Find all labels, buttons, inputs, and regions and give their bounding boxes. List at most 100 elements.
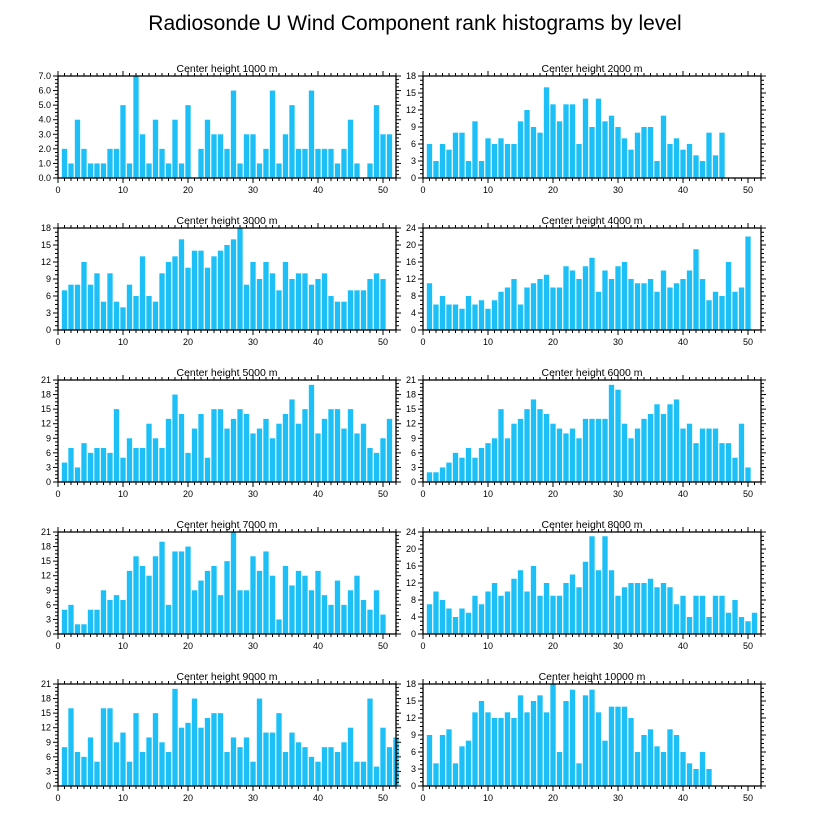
panels: Center height 1000 m 0.0 1.0 2.0 3.0 4.0 5.0 6.… (38, 63, 766, 803)
bar (569, 574, 576, 634)
bar (537, 409, 543, 482)
y-tick-label: 3 (46, 308, 51, 318)
bar (569, 104, 576, 178)
bar (706, 769, 712, 786)
y-tick-label: 0 (411, 781, 416, 791)
bar (576, 279, 582, 330)
bar (269, 90, 276, 178)
bar (61, 148, 68, 178)
panel-title: Center height 5000 m (177, 367, 278, 379)
bar (315, 279, 321, 330)
bar (256, 163, 263, 178)
bar (146, 575, 152, 634)
bar (380, 438, 386, 482)
y-tick-label: 0 (46, 781, 51, 791)
y-tick-label: 15 (406, 696, 416, 706)
bar (308, 284, 315, 330)
x-tick-label: 0 (420, 793, 425, 803)
bar (530, 701, 537, 786)
y-tick-label: 9 (46, 433, 51, 443)
bar (237, 590, 243, 634)
x-tick-label: 0 (420, 641, 425, 651)
bar (654, 291, 660, 330)
chart-panel-6: Center height 6000 m 0 3 6 9 12 15 18 21 0 10 20 30 4… (406, 367, 766, 499)
bar (354, 163, 360, 178)
bar (511, 144, 517, 178)
bar (68, 708, 74, 786)
bar (595, 712, 602, 786)
bar (693, 155, 699, 178)
bar (686, 270, 693, 330)
y-tick-label: 15 (406, 404, 416, 414)
bar (373, 766, 380, 786)
bar (725, 443, 732, 482)
bar (341, 148, 347, 178)
bar (699, 595, 706, 634)
bar (126, 438, 133, 482)
y-tick-label: 3 (411, 764, 416, 774)
x-tick-label: 30 (248, 337, 258, 347)
y-tick-label: 21 (41, 679, 51, 689)
bar (602, 270, 608, 330)
bar (595, 418, 602, 482)
y-tick-label: 0 (411, 173, 416, 183)
x-tick-label: 10 (483, 489, 493, 499)
bar (706, 617, 712, 634)
y-tick-label: 20 (406, 544, 416, 554)
y-tick-label: 21 (406, 375, 416, 385)
y-tick-label: 15 (41, 708, 51, 718)
panel-title: Center height 1000 m (177, 63, 278, 75)
bar (263, 262, 269, 330)
bar (712, 155, 719, 178)
y-tick-label: 9 (46, 737, 51, 747)
bar (608, 706, 615, 786)
bar (738, 617, 745, 634)
bar (641, 418, 647, 482)
bar (178, 163, 185, 178)
bar (459, 308, 465, 330)
bar (602, 418, 608, 482)
bar (595, 291, 602, 330)
bar (243, 284, 250, 330)
bar (263, 418, 269, 482)
bar (139, 256, 146, 330)
bar (302, 409, 308, 482)
bar (321, 273, 328, 330)
bar (386, 747, 393, 786)
bar (446, 304, 452, 330)
bar (243, 737, 250, 786)
bar (634, 283, 641, 330)
bar (152, 438, 159, 482)
bar (537, 132, 543, 178)
bar (224, 752, 230, 786)
bar (465, 740, 472, 786)
x-tick-label: 0 (55, 489, 60, 499)
x-tick-label: 10 (483, 641, 493, 651)
bar (328, 409, 334, 482)
bar (224, 428, 230, 482)
bar (256, 279, 263, 330)
bar (146, 163, 152, 178)
bar (667, 404, 673, 482)
bar (185, 722, 191, 786)
bar (276, 290, 282, 330)
bar (660, 583, 667, 634)
bar (347, 409, 354, 482)
bar (693, 595, 699, 634)
bar (373, 452, 380, 482)
bar (537, 595, 543, 634)
bar (465, 296, 472, 330)
bar (524, 591, 530, 634)
y-tick-label: 0.0 (38, 173, 51, 183)
x-tick-label: 40 (678, 337, 688, 347)
bar (347, 727, 354, 786)
bar (686, 423, 693, 482)
y-tick-label: 8 (411, 291, 416, 301)
bar (100, 301, 107, 330)
x-tick-label: 10 (118, 185, 128, 195)
x-tick-label: 10 (118, 337, 128, 347)
bar (152, 301, 159, 330)
y-tick-label: 5.0 (38, 100, 51, 110)
y-tick-label: 6.0 (38, 86, 51, 96)
chart-panel-8: Center height 8000 m 0 4 8 12 16 20 24 0 10 20 30 40… (406, 519, 766, 651)
